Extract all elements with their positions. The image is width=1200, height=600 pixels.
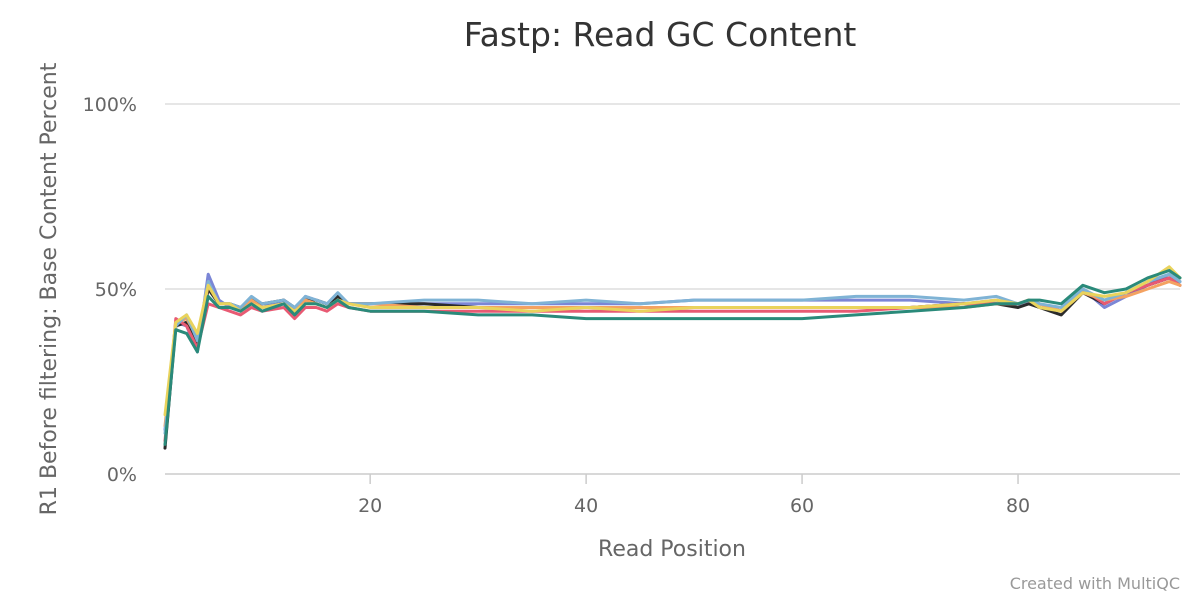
x-tick-label: 40 bbox=[574, 495, 598, 517]
y-tick-label: 100% bbox=[83, 94, 137, 116]
x-tick-label: 80 bbox=[1006, 495, 1030, 517]
y-tick-label: 50% bbox=[95, 279, 137, 301]
series-line[interactable] bbox=[163, 272, 1182, 432]
series-line[interactable] bbox=[163, 265, 1182, 417]
y-gridlines bbox=[165, 103, 1180, 290]
series-line[interactable] bbox=[163, 272, 1182, 435]
credit-text[interactable]: Created with MultiQC bbox=[1010, 574, 1180, 593]
x-axis-label: Read Position bbox=[598, 537, 746, 562]
chart-title: Fastp: Read GC Content bbox=[464, 15, 857, 54]
y-tick-label: 0% bbox=[107, 464, 137, 486]
x-tick-label: 20 bbox=[358, 495, 382, 517]
y-axis-label: R1 Before filtering: Base Content Percen… bbox=[37, 62, 62, 515]
series-line[interactable] bbox=[163, 269, 1182, 446]
x-axis-ticks: 20 40 60 80 bbox=[358, 474, 1030, 517]
x-tick-label: 60 bbox=[790, 495, 814, 517]
series-lines bbox=[163, 265, 1182, 450]
y-axis-ticks: 0% 50% 100% bbox=[83, 94, 137, 486]
